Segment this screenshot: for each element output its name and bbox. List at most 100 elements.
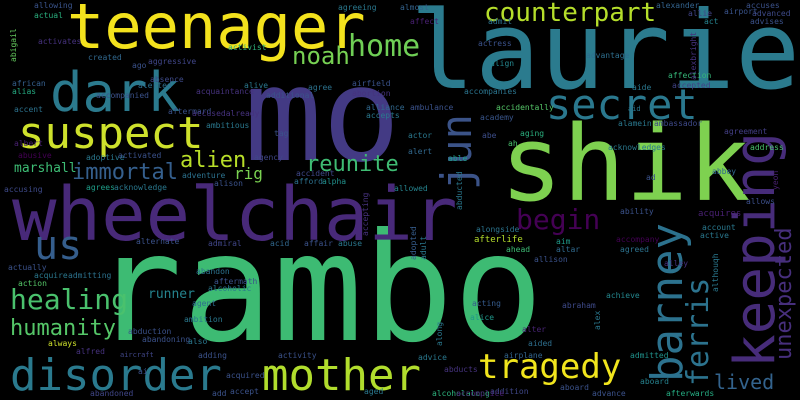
- word: immortal: [72, 160, 178, 185]
- word: laurie: [410, 0, 800, 114]
- word: agreeing: [338, 3, 377, 12]
- word: african: [12, 79, 46, 88]
- word: accept: [230, 387, 259, 396]
- word: accompany: [616, 235, 660, 244]
- word: mo: [244, 39, 401, 191]
- word: allows: [746, 197, 775, 206]
- word: acquired: [226, 371, 265, 380]
- word: tragedy: [478, 347, 622, 387]
- word: admitted: [630, 351, 669, 360]
- word: alien: [180, 148, 247, 173]
- word: always: [48, 339, 77, 348]
- word: adding: [198, 351, 227, 360]
- word: abandoning: [142, 335, 191, 344]
- word: academy: [480, 113, 514, 122]
- word: shik: [500, 103, 751, 225]
- word: home: [348, 29, 421, 64]
- word: alternate: [136, 237, 180, 246]
- word: altar: [556, 245, 581, 254]
- word: aftermard: [168, 107, 212, 116]
- word: acquires: [698, 209, 742, 219]
- word: address: [750, 143, 784, 152]
- word: advanced: [752, 9, 791, 18]
- word: aging: [520, 129, 545, 138]
- word: abduction: [128, 327, 172, 336]
- word: agency: [254, 153, 283, 162]
- word: alex: [593, 310, 602, 330]
- word: adopted: [409, 226, 418, 260]
- word: almost: [400, 3, 429, 12]
- word: lived: [714, 370, 775, 394]
- word: alter: [522, 325, 547, 334]
- word: ability: [620, 207, 654, 216]
- word: dark: [50, 61, 181, 124]
- word: able: [448, 154, 468, 163]
- word: afterlife: [474, 235, 523, 245]
- word: airport: [724, 7, 758, 16]
- word: althouqh: [711, 253, 720, 292]
- word: abortion: [352, 89, 391, 98]
- word: aim: [556, 237, 571, 246]
- word: yeon: [771, 170, 780, 190]
- word: afford: [294, 177, 323, 186]
- word: airfield: [352, 79, 391, 88]
- word: admit: [488, 17, 513, 26]
- word: affection: [668, 71, 712, 80]
- word: rambo: [92, 202, 544, 376]
- word: ambition: [184, 315, 223, 324]
- word: adult: [419, 235, 428, 260]
- word: action: [18, 279, 47, 288]
- word: alias: [12, 87, 37, 96]
- word: alcoholalong: [432, 389, 490, 398]
- word: actor: [408, 131, 433, 140]
- word: activity: [278, 351, 317, 360]
- word: aboard: [560, 383, 589, 392]
- word: ferris: [681, 277, 716, 386]
- word: alive: [244, 81, 269, 90]
- word: abandon: [196, 267, 230, 276]
- word: disorder: [10, 350, 222, 400]
- word: secret: [546, 80, 698, 129]
- word: activates: [38, 37, 82, 46]
- word: afterwards: [666, 389, 715, 398]
- word: accusedalready: [192, 109, 260, 118]
- word: ago: [132, 61, 147, 70]
- word: alley: [664, 259, 689, 268]
- word: alliance: [366, 103, 405, 112]
- word: allison: [534, 255, 568, 264]
- word: noah: [292, 42, 350, 70]
- word: accent: [14, 105, 43, 114]
- word: advice: [418, 353, 447, 362]
- word: accompanied: [96, 91, 149, 100]
- word: alison: [214, 179, 243, 188]
- word: acquaintance: [196, 87, 254, 96]
- word: marshall: [14, 161, 77, 176]
- word: act: [704, 17, 719, 26]
- word: aggressive: [148, 57, 197, 66]
- word: abusive: [18, 151, 52, 160]
- word: counterpart: [484, 0, 657, 28]
- word: alerted: [138, 81, 172, 90]
- word: agreement: [724, 127, 768, 136]
- word: add: [212, 389, 227, 398]
- word: advance: [592, 389, 626, 398]
- word: accepting: [361, 192, 370, 236]
- word: ai: [138, 367, 148, 376]
- word: actual: [34, 11, 63, 20]
- word: along: [435, 321, 444, 346]
- word: albert: [14, 139, 43, 148]
- word: admiral: [208, 239, 242, 248]
- word: ah: [508, 139, 518, 148]
- word: adventure: [182, 171, 226, 180]
- word: mother: [262, 350, 421, 400]
- word: abandoned: [90, 389, 134, 398]
- word: activist: [228, 43, 267, 52]
- word: alongside: [476, 225, 520, 234]
- word: alexander: [656, 1, 700, 10]
- word: activated: [118, 151, 162, 160]
- word: accusing: [4, 185, 43, 194]
- word: agree: [308, 83, 333, 92]
- word: aid: [628, 105, 641, 113]
- word: aboard: [640, 377, 669, 386]
- word: abuse: [338, 239, 363, 248]
